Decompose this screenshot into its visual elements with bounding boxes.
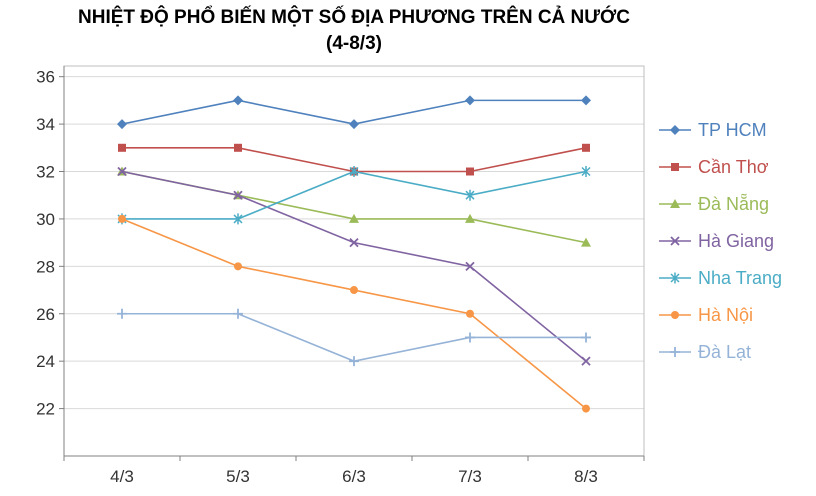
x-tick-label: 6/3 bbox=[342, 467, 366, 486]
x-tick-label: 4/3 bbox=[110, 467, 134, 486]
x-marker-icon bbox=[659, 236, 691, 246]
x-tick-label: 5/3 bbox=[226, 467, 250, 486]
asterisk-marker-icon bbox=[659, 272, 691, 284]
x-tick-label: 8/3 bbox=[574, 467, 598, 486]
series-marker bbox=[582, 143, 590, 152]
series-marker bbox=[233, 95, 243, 106]
series-marker bbox=[118, 214, 126, 223]
legend-label: Cần Thơ bbox=[698, 156, 769, 177]
square-marker-icon bbox=[659, 163, 691, 171]
series-line-Đà-Lạt bbox=[122, 312, 586, 362]
chart-title: NHIỆT ĐỘ PHỔ BIẾN MỘT SỐ ĐỊA PHƯƠNG TRÊN… bbox=[0, 5, 708, 57]
series-marker bbox=[581, 356, 591, 366]
x-tick-label: 7/3 bbox=[458, 467, 482, 486]
y-tick-label: 36 bbox=[36, 68, 55, 87]
series-marker bbox=[581, 237, 591, 247]
series-marker bbox=[233, 308, 243, 319]
legend-item: Nha Trang bbox=[658, 266, 782, 290]
legend-label: Đà Lạt bbox=[698, 341, 752, 362]
chart-title-line2: (4-8/3) bbox=[326, 33, 382, 54]
series-marker bbox=[465, 95, 475, 106]
y-tick-label: 34 bbox=[36, 115, 55, 134]
series-marker bbox=[117, 308, 127, 319]
legend-label: Đà Nẵng bbox=[698, 193, 770, 214]
series-marker bbox=[349, 237, 359, 248]
legend-label: TP HCM bbox=[698, 119, 767, 140]
series-marker bbox=[349, 356, 359, 367]
series-marker bbox=[582, 404, 590, 413]
legend-item: Đà Nẵng bbox=[658, 192, 782, 216]
diamond-marker-icon bbox=[659, 125, 691, 135]
plus-marker-icon bbox=[659, 347, 691, 357]
series-marker bbox=[349, 166, 359, 178]
legend-label: Hà Nội bbox=[698, 304, 754, 325]
series-marker bbox=[465, 213, 475, 223]
y-tick-label: 26 bbox=[36, 305, 55, 324]
series-marker bbox=[581, 166, 591, 178]
series-marker bbox=[233, 190, 243, 200]
legend-item: TP HCM bbox=[658, 118, 782, 142]
series-marker bbox=[350, 286, 358, 295]
series-marker bbox=[118, 143, 126, 152]
circle-marker-icon bbox=[659, 311, 691, 319]
y-tick-label: 30 bbox=[36, 210, 55, 229]
legend-item: Cần Thơ bbox=[658, 155, 782, 179]
y-tick-label: 28 bbox=[36, 257, 55, 276]
series-marker bbox=[117, 166, 127, 177]
series-marker bbox=[349, 213, 359, 223]
series-marker bbox=[465, 261, 475, 271]
series-marker bbox=[466, 167, 474, 176]
series-marker bbox=[117, 119, 127, 130]
legend-item: Hà Giang bbox=[658, 229, 782, 253]
series-marker bbox=[234, 143, 242, 152]
y-tick-label: 24 bbox=[36, 352, 55, 371]
series-line-Đà-Nẵng bbox=[121, 170, 587, 244]
series-marker bbox=[233, 213, 243, 225]
series-marker bbox=[234, 262, 242, 271]
series-marker bbox=[349, 119, 359, 130]
y-tick-label: 22 bbox=[36, 400, 55, 419]
legend-item: Đà Lạt bbox=[658, 340, 782, 364]
series-marker bbox=[465, 189, 475, 201]
triangle-marker-icon bbox=[659, 199, 691, 208]
series-marker bbox=[581, 332, 591, 343]
y-tick-label: 32 bbox=[36, 163, 55, 182]
series-line-Nha-Trang bbox=[122, 170, 587, 220]
chart-title-line1: NHIỆT ĐỘ PHỔ BIẾN MỘT SỐ ĐỊA PHƯƠNG TRÊN… bbox=[78, 7, 630, 28]
legend-item: Hà Nội bbox=[658, 303, 782, 327]
series-marker bbox=[466, 309, 474, 318]
legend-label: Hà Giang bbox=[698, 230, 775, 251]
legend-label: Nha Trang bbox=[698, 267, 783, 288]
chart-legend: TP HCM Cần Thơ Đà Nẵng Hà Giang Nha Trang Hà … bbox=[658, 118, 782, 364]
series-marker bbox=[581, 95, 591, 106]
series-marker bbox=[465, 332, 475, 343]
